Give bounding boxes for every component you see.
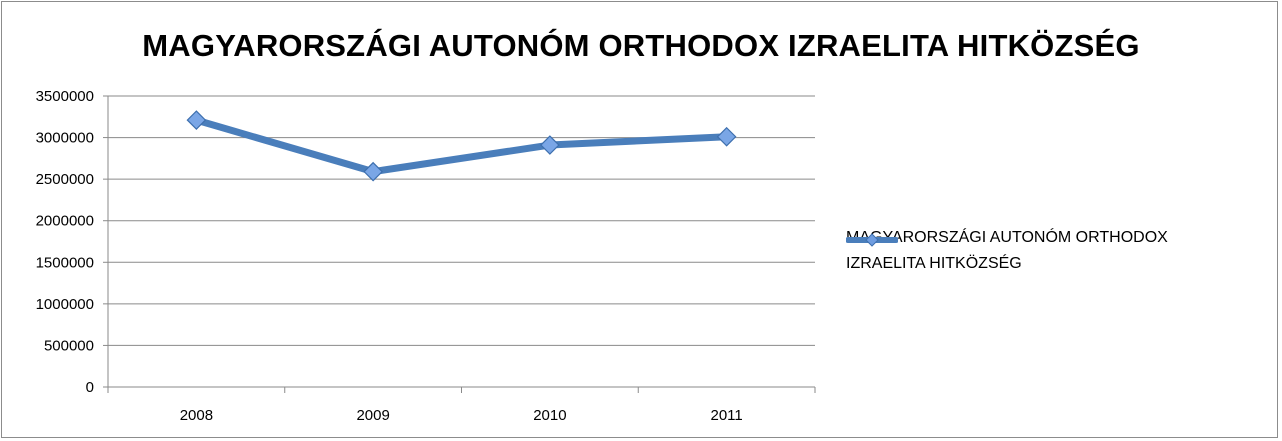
y-tick-label: 2000000 [36, 213, 94, 230]
legend-label: MAGYARORSZÁGI AUTONÓM ORTHODOX IZRAELITA… [846, 229, 1168, 272]
x-tick-label: 2009 [356, 407, 389, 424]
legend: MAGYARORSZÁGI AUTONÓM ORTHODOX IZRAELITA… [846, 229, 1266, 277]
data-point-marker [363, 161, 383, 182]
x-tick-labels: 2008 2009 2010 2011 [180, 407, 743, 424]
gridlines [108, 95, 815, 346]
series-group [186, 110, 737, 182]
y-tick-labels: 0 500000 1000000 1500000 2000000 2500000 30000… [36, 88, 94, 396]
data-point-marker [716, 126, 737, 147]
y-tick-label: 3500000 [36, 88, 94, 105]
chart-title: MAGYARORSZÁGI AUTONÓM ORTHODOX IZRAELITA… [142, 28, 1140, 63]
y-tick-label: 2500000 [36, 171, 94, 188]
x-tick-label: 2008 [180, 407, 213, 424]
data-point-marker [186, 110, 207, 130]
data-point-marker [540, 135, 560, 155]
legend-swatch [846, 233, 898, 247]
y-tick-label: 1000000 [36, 296, 94, 313]
x-tick-label: 2011 [710, 407, 742, 424]
axes [103, 95, 816, 393]
y-tick-label: 500000 [44, 337, 94, 354]
y-tick-label: 1500000 [36, 254, 94, 271]
series-line [192, 116, 731, 176]
x-tick-label: 2010 [533, 407, 566, 424]
y-tick-label: 3000000 [36, 130, 94, 147]
y-tick-label: 0 [86, 379, 94, 396]
